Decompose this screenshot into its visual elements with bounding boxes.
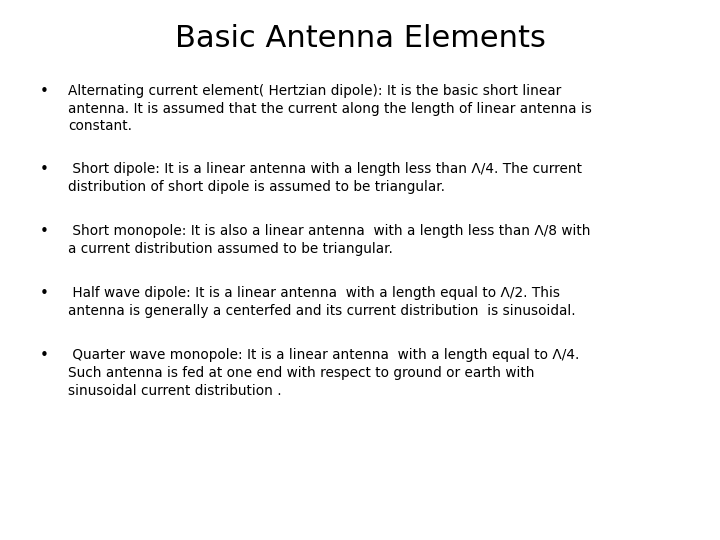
Text: •: • (40, 162, 48, 177)
Text: •: • (40, 84, 48, 99)
Text: •: • (40, 348, 48, 363)
Text: Basic Antenna Elements: Basic Antenna Elements (174, 24, 546, 53)
Text: •: • (40, 286, 48, 301)
Text: Half wave dipole: It is a linear antenna  with a length equal to Λ/2. This
anten: Half wave dipole: It is a linear antenna… (68, 286, 576, 318)
Text: Short dipole: It is a linear antenna with a length less than Λ/4. The current
di: Short dipole: It is a linear antenna wit… (68, 162, 582, 194)
Text: Alternating current element( Hertzian dipole): It is the basic short linear
ante: Alternating current element( Hertzian di… (68, 84, 593, 133)
Text: Quarter wave monopole: It is a linear antenna  with a length equal to Λ/4.
Such : Quarter wave monopole: It is a linear an… (68, 348, 580, 398)
Text: •: • (40, 224, 48, 239)
Text: Short monopole: It is also a linear antenna  with a length less than Λ/8 with
a : Short monopole: It is also a linear ante… (68, 224, 591, 256)
